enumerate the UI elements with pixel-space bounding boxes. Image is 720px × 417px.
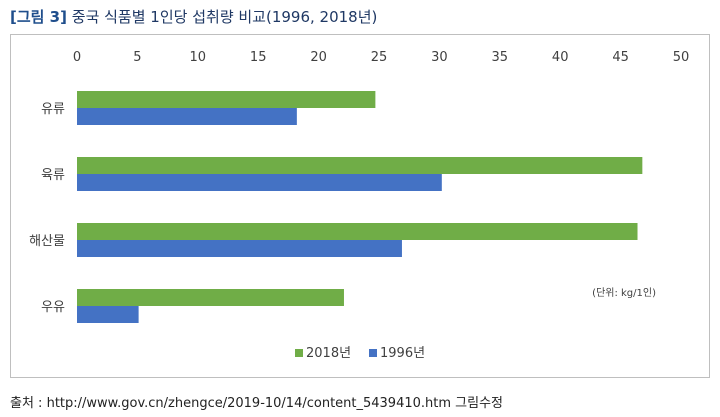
x-tick-label: 10 [190, 50, 207, 65]
figure-tag: [그림 3] [10, 8, 67, 26]
x-tick-label: 25 [371, 50, 388, 65]
x-tick-label: 45 [612, 50, 629, 65]
bar-series-1996 [77, 108, 297, 125]
x-tick-label: 15 [250, 50, 267, 65]
category-label: 육류 [41, 168, 65, 183]
legend-swatch [295, 349, 303, 357]
bar-series-1996 [77, 174, 442, 191]
unit-note: (단위: kg/1인) [592, 286, 656, 299]
bar-series-1996 [77, 240, 402, 257]
figure-title-text: 중국 식품별 1인당 섭취량 비교(1996, 2018년) [71, 8, 378, 26]
figure-title: [그림 3] 중국 식품별 1인당 섭취량 비교(1996, 2018년) [10, 6, 377, 27]
category-label: 해산물 [29, 234, 65, 249]
x-tick-label: 50 [673, 50, 690, 65]
bar-series-2018 [77, 223, 638, 240]
source-line: 출처 : http://www.gov.cn/zhengce/2019-10/1… [10, 392, 503, 411]
source-url: http://www.gov.cn/zhengce/2019-10/14/con… [46, 396, 503, 411]
source-label: 출처 : [10, 396, 47, 411]
category-label: 유류 [41, 102, 65, 117]
bars [77, 91, 643, 323]
x-tick-label: 35 [492, 50, 509, 65]
bar-series-2018 [77, 91, 376, 108]
legend-label: 1996년 [380, 346, 425, 361]
legend-swatch [369, 349, 377, 357]
x-axis-ticks: 0 5 10 15 20 25 30 35 40 45 50 [73, 50, 689, 65]
legend-label: 2018년 [306, 346, 351, 361]
bar-series-2018 [77, 157, 643, 174]
x-tick-label: 40 [552, 50, 569, 65]
category-label: 우유 [41, 300, 65, 315]
x-tick-label: 0 [73, 50, 81, 65]
x-tick-label: 20 [310, 50, 327, 65]
legend: 2018년 1996년 [295, 346, 425, 361]
bar-series-1996 [77, 306, 139, 323]
bar-series-2018 [77, 289, 344, 306]
x-tick-label: 5 [133, 50, 141, 65]
x-tick-label: 30 [431, 50, 448, 65]
